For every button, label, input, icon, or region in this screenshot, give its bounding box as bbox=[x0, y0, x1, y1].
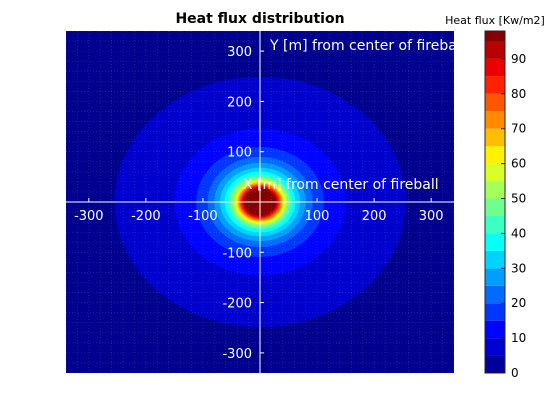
y-axis-label: Y [m] from center of fireball bbox=[269, 38, 465, 54]
colorbar-band bbox=[485, 233, 505, 251]
y-tick-label: 100 bbox=[227, 146, 252, 161]
colorbar-band bbox=[485, 128, 505, 147]
colorbar-tick-label: 70 bbox=[511, 122, 526, 136]
colorbar-band bbox=[485, 215, 505, 234]
colorbar-tick-label: 60 bbox=[511, 157, 526, 171]
colorbar-band bbox=[485, 355, 505, 373]
colorbar-tick-label: 80 bbox=[511, 87, 526, 101]
colorbar-band bbox=[485, 76, 505, 94]
tick-labels: -300 -200 -100 100 200 300 -300 -200 -100 100 200 3… bbox=[74, 45, 444, 362]
colorbar-band bbox=[485, 285, 505, 304]
colorbar-band bbox=[485, 146, 505, 164]
colorbar-tick-label: 0 bbox=[511, 366, 519, 380]
colorbar-tick-label: 30 bbox=[511, 261, 526, 275]
plot-area: -300 -200 -100 100 200 300 -300 -200 -100 100 200 3… bbox=[66, 31, 465, 373]
colorbar-band bbox=[485, 163, 505, 182]
colorbar-band bbox=[485, 303, 505, 321]
axis-lines bbox=[66, 31, 454, 373]
y-tick-label: 300 bbox=[227, 45, 252, 60]
colorbar-band bbox=[485, 320, 505, 339]
x-tick-label: -300 bbox=[74, 209, 104, 224]
colorbar-tick-label: 10 bbox=[511, 331, 526, 345]
x-tick-label: 100 bbox=[305, 209, 330, 224]
colorbar-tick-label: 90 bbox=[511, 52, 526, 66]
colorbar-tick-label: 20 bbox=[511, 296, 526, 310]
colorbar-tick-label: 40 bbox=[511, 226, 526, 240]
colorbar-band bbox=[485, 58, 505, 77]
x-tick-label: -200 bbox=[131, 209, 161, 224]
colorbar-bands bbox=[485, 31, 505, 373]
colorbar-band bbox=[485, 198, 505, 216]
colorbar-band bbox=[485, 181, 505, 199]
y-tick-label: -200 bbox=[222, 297, 252, 312]
colorbar-band bbox=[485, 93, 505, 112]
y-tick-label: -300 bbox=[222, 347, 252, 362]
chart-title: Heat flux distribution bbox=[175, 11, 344, 27]
colorbar-label: Heat flux [Kw/m2] bbox=[445, 14, 545, 27]
y-tick-label: -100 bbox=[222, 246, 252, 261]
y-tick-label: 200 bbox=[227, 95, 252, 110]
colorbar-band bbox=[485, 41, 505, 59]
colorbar-band bbox=[485, 338, 505, 356]
colorbar-frame bbox=[484, 30, 506, 374]
x-tick-label: 200 bbox=[362, 209, 387, 224]
colorbar-tick-label: 50 bbox=[511, 192, 526, 206]
x-tick-label: -100 bbox=[188, 209, 218, 224]
colorbar-ticks: 0 10 20 30 40 50 60 70 80 90 bbox=[501, 52, 526, 380]
colorbar-band bbox=[485, 250, 505, 269]
x-tick-label: 300 bbox=[419, 209, 444, 224]
colorbar-band bbox=[485, 31, 505, 42]
colorbar-band bbox=[485, 111, 505, 129]
colorbar: Heat flux [Kw/m2] 0 10 20 30 40 50 60 70 80 90 bbox=[445, 14, 545, 380]
colorbar-band bbox=[485, 268, 505, 286]
x-axis-label: X [m] from center of fireball bbox=[243, 177, 439, 193]
